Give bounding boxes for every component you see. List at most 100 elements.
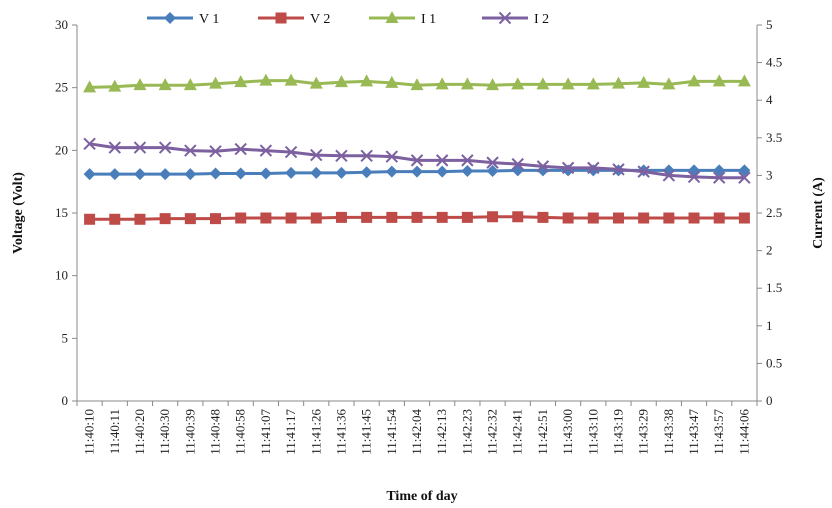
series-i2-point <box>536 160 550 173</box>
series-i2-point <box>184 144 197 157</box>
right-tick-label: 1.5 <box>766 280 782 295</box>
series-v2 <box>84 211 750 225</box>
series-i1-point <box>284 73 298 86</box>
series-layer <box>83 73 751 225</box>
series-i2-point <box>435 154 449 167</box>
series-v2-point <box>461 211 473 223</box>
series-v2-point <box>84 213 96 225</box>
x-tick-label: 11:43:10 <box>585 409 600 455</box>
series-v1-point <box>285 166 298 179</box>
series-i2-point <box>360 149 373 163</box>
series-v1-point <box>83 168 96 181</box>
right-tick-label: 4 <box>766 92 773 107</box>
series-i2-point <box>662 169 676 182</box>
series-i2-point <box>209 145 222 158</box>
left-tick-label: 25 <box>55 80 68 95</box>
legend: V 1 V 2 I 1 I 2 <box>147 11 549 27</box>
right-tick-label: 1 <box>766 318 773 333</box>
series-i1-point <box>360 74 374 87</box>
series-v2-point <box>361 211 373 223</box>
x-tick-label: 11:41:45 <box>359 409 374 455</box>
series-i2-point <box>284 145 298 159</box>
left-tick-label: 30 <box>55 17 68 32</box>
series-v1-point <box>234 167 247 180</box>
series-i1-point <box>460 77 474 90</box>
series-v2-point <box>436 211 448 223</box>
x-tick-label: 11:43:00 <box>560 409 575 455</box>
series-i1-point <box>309 76 323 89</box>
series-v2-point <box>109 213 121 225</box>
x-tick-label: 11:42:04 <box>409 409 424 455</box>
series-v1-point <box>108 168 121 181</box>
right-tick-label: 2.5 <box>766 205 782 220</box>
legend-item-v2: V 2 <box>258 12 330 27</box>
series-v1-point <box>133 168 146 181</box>
series-i2-point <box>310 148 323 162</box>
series-i1-point <box>108 79 122 92</box>
series-v2-point <box>285 212 297 224</box>
x-tick-label: 11:42:32 <box>485 409 500 455</box>
series-i1-point <box>712 74 726 87</box>
x-tick-label: 11:41:07 <box>258 409 273 455</box>
series-v2-point <box>713 212 725 224</box>
series-v2-point <box>134 213 146 225</box>
series-v1-point <box>335 166 348 179</box>
series-i1-point <box>586 77 600 90</box>
legend-label: I 1 <box>421 12 436 27</box>
x-tick-label: 11:43:47 <box>686 409 701 455</box>
left-tick-label: 20 <box>55 142 68 157</box>
left-tick-label: 5 <box>62 330 69 345</box>
series-v1-point <box>310 166 323 179</box>
series-v1-point <box>461 165 474 178</box>
x-tick-label: 11:41:26 <box>308 409 323 455</box>
series-v2-point <box>487 211 499 223</box>
x-tick-label: 11:42:41 <box>510 409 525 455</box>
series-v1-point <box>688 164 701 177</box>
series-v2-point <box>310 212 322 224</box>
x-tick-label: 11:41:17 <box>283 409 298 455</box>
right-tick-label: 0 <box>766 393 773 408</box>
left-axis-title: Voltage (Volt) <box>11 172 26 254</box>
series-v2-point <box>184 213 196 225</box>
series-v2-point <box>537 211 549 223</box>
legend-label: V 1 <box>199 12 219 27</box>
right-tick-label: 5 <box>766 17 773 32</box>
series-i1-point <box>133 78 147 91</box>
series-v1-point <box>587 164 600 177</box>
series-v2-point <box>688 212 700 224</box>
x-tick-label: 11:40:58 <box>233 409 248 455</box>
legend-item-i2: I 2 <box>482 11 549 27</box>
series-i1-point <box>83 80 97 93</box>
x-tick-label: 11:42:23 <box>459 409 474 455</box>
series-i2-point <box>486 156 499 169</box>
legend-label: V 2 <box>310 12 330 27</box>
series-i1-point <box>158 78 172 91</box>
series-i1-point <box>385 75 399 88</box>
series-i2-point <box>234 142 247 156</box>
right-tick-label: 0.5 <box>766 355 782 370</box>
series-i1-point <box>435 77 449 90</box>
series-v2-point <box>210 213 222 225</box>
x-tick-label: 11:40:30 <box>157 409 172 455</box>
series-i1-point <box>486 78 500 91</box>
series-i1-point <box>234 75 248 88</box>
series-i1-point <box>410 78 424 91</box>
series-i1-point <box>209 76 223 89</box>
series-i1-point <box>259 73 273 86</box>
series-v1-point <box>436 165 449 178</box>
series-v1-point <box>511 164 524 177</box>
series-i1-point <box>737 74 751 87</box>
x-tick-label: 11:40:39 <box>182 409 197 455</box>
right-axis-title: Current (A) <box>811 177 826 249</box>
right-axis-ticks: 0 0.5 1 1.5 2 2.5 3 3.5 4 4.5 5 <box>757 17 782 408</box>
series-i2-point <box>587 161 600 175</box>
series-i2-point <box>687 170 701 184</box>
series-i1-point <box>334 75 348 88</box>
series-v2-point <box>335 211 347 223</box>
legend-swatch-marker <box>498 11 512 25</box>
x-axis-title: Time of day <box>386 489 457 504</box>
series-v2-point <box>235 212 247 224</box>
legend-item-i1: I 1 <box>369 11 436 27</box>
series-i2-point <box>738 171 751 184</box>
legend-swatch-marker <box>385 11 399 23</box>
